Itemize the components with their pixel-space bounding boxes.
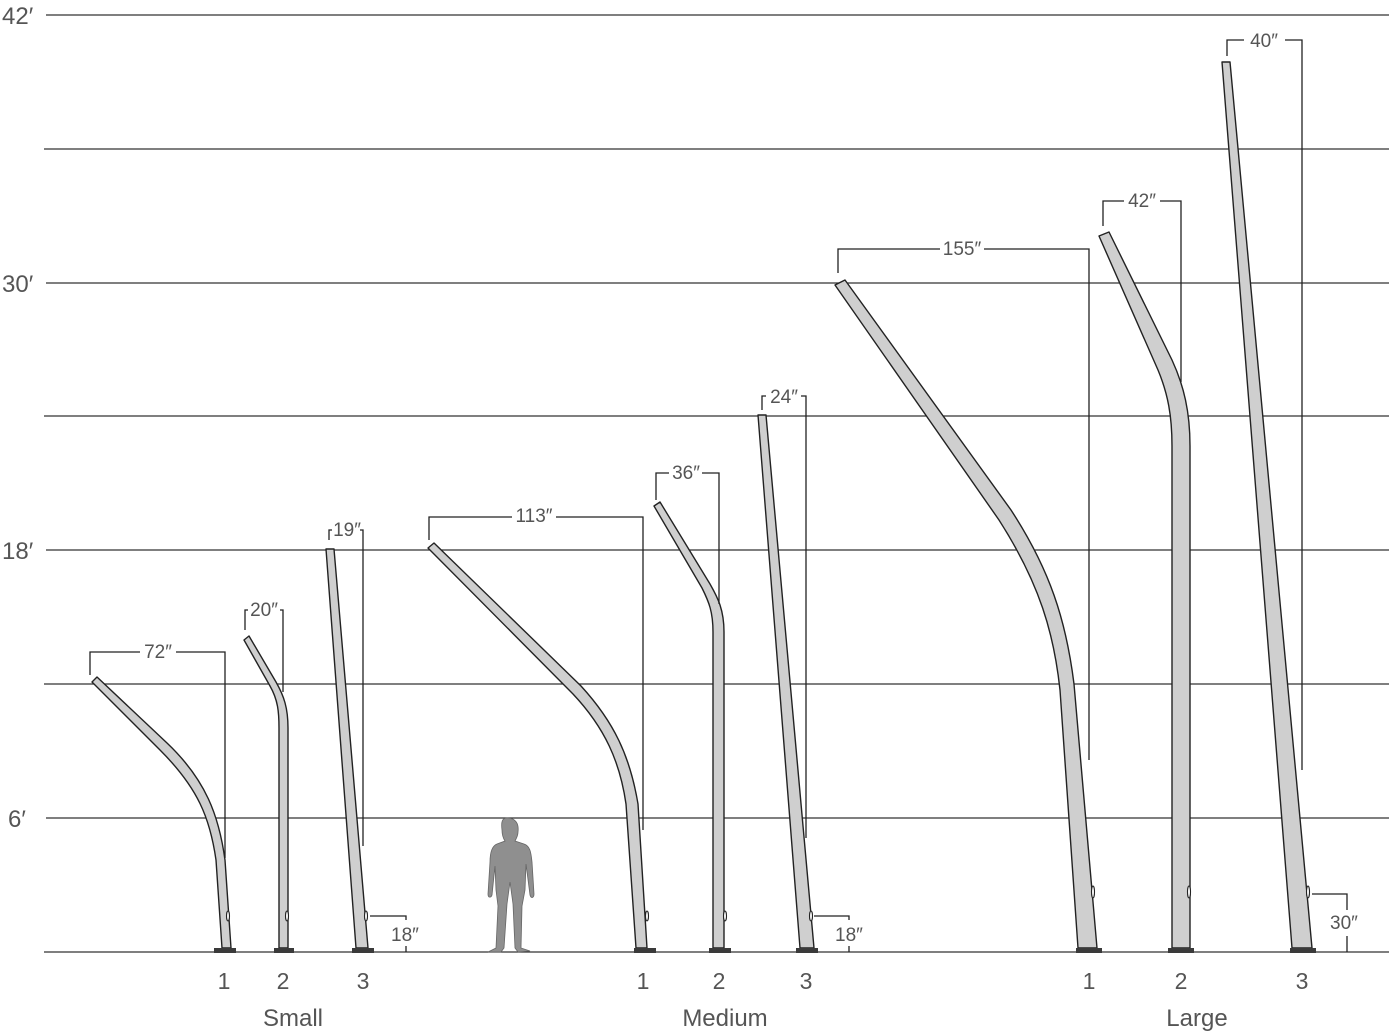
arm-label-medium-1: 113″ (515, 506, 552, 527)
arm-label-small-1: 72″ (144, 642, 172, 663)
scale-label-42: 42′ (2, 3, 34, 30)
offset-label-medium-3: 18″ (835, 925, 863, 946)
pole-small-2: 20″ 2 (243, 600, 294, 994)
pole-number-large-2: 2 (1175, 968, 1188, 994)
arm-label-large-3: 40″ (1250, 31, 1278, 52)
group-label-medium: Medium (682, 1005, 767, 1032)
offset-label-small-3: 18″ (391, 925, 419, 946)
pole-small-3: 19″ 18″ 3 (325, 520, 419, 994)
pole-large-1: 155″ 1 (834, 239, 1102, 994)
group-small: 72″ 1 20″ 2 19″ 18″ 3 Small (89, 520, 419, 1032)
pole-number-small-1: 1 (218, 968, 231, 994)
arm-label-small-2: 20″ (250, 600, 278, 621)
pole-number-small-3: 3 (357, 968, 370, 994)
pole-large-3: 40″ 30″ 3 (1221, 31, 1358, 994)
pole-medium-3: 24″ 18″ 3 (757, 387, 863, 994)
offset-label-large-3: 30″ (1330, 913, 1358, 934)
group-label-small: Small (263, 1005, 323, 1032)
pole-small-1: 72″ 1 (89, 642, 236, 994)
pole-number-large-3: 3 (1296, 968, 1309, 994)
arm-label-small-3: 19″ (333, 520, 361, 541)
pole-number-small-2: 2 (277, 968, 290, 994)
group-large: 155″ 1 42″ 2 40″ 30″ 3 Large (834, 31, 1358, 1032)
pole-medium-2: 36″ 2 (653, 463, 731, 994)
arm-label-large-2: 42″ (1128, 191, 1156, 212)
pole-large-2: 42″ 2 (1098, 191, 1194, 994)
arm-label-medium-2: 36″ (672, 463, 700, 484)
scale-label-30: 30′ (2, 271, 34, 298)
pole-medium-1: 113″ 1 (427, 506, 656, 994)
pole-number-medium-3: 3 (800, 968, 813, 994)
scale-label-18: 18′ (2, 538, 34, 565)
scale-label-6: 6′ (8, 806, 26, 833)
group-medium: 113″ 1 36″ 2 24″ 18″ 3 Medium (427, 387, 863, 1032)
arm-label-large-1: 155″ (943, 239, 982, 260)
person-silhouette (487, 817, 535, 953)
pole-number-medium-1: 1 (637, 968, 650, 994)
arm-label-medium-3: 24″ (770, 387, 798, 408)
pole-number-medium-2: 2 (713, 968, 726, 994)
group-label-large: Large (1166, 1005, 1227, 1032)
scale-labels: 42′ 30′ 18′ 6′ (2, 3, 34, 833)
pole-number-large-1: 1 (1083, 968, 1096, 994)
